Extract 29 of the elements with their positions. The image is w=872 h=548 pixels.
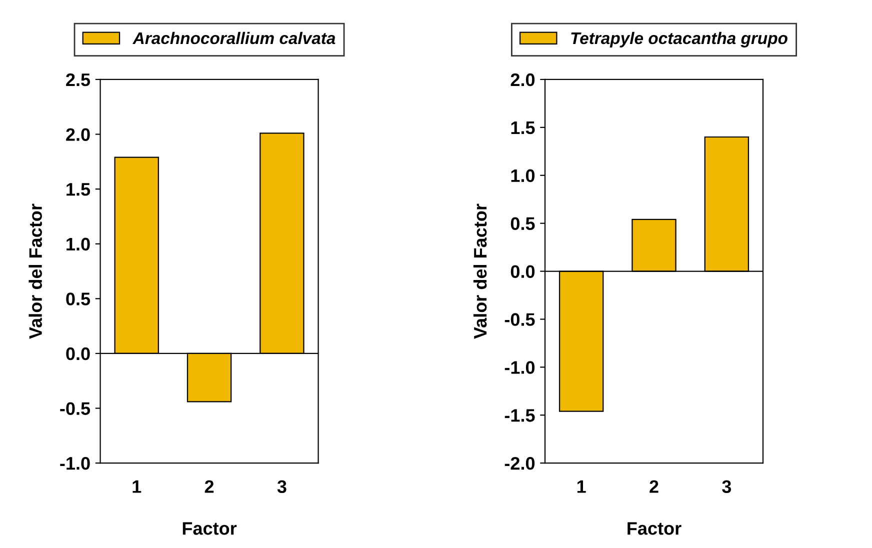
y-tick-label: 2.0 (510, 73, 535, 86)
x-axis-title: Factor (182, 522, 237, 535)
x-tick-label: 1 (132, 480, 142, 493)
y-tick-label: 1.5 (66, 183, 90, 196)
y-tick-label: -0.5 (60, 402, 90, 415)
y-tick-label: -1.0 (504, 361, 535, 374)
y-tick-label: 1.0 (66, 238, 90, 251)
legend-label: Tetrapyle octacantha grupo (571, 32, 788, 48)
y-tick-label: -1.5 (504, 409, 535, 422)
y-tick-label: 0.0 (66, 347, 90, 360)
y-axis-title: Valor del Factor (28, 204, 42, 339)
y-tick-label: 2.5 (66, 73, 90, 86)
y-tick-label: -0.5 (504, 313, 535, 326)
y-tick-label: 0.5 (66, 292, 90, 306)
y-tick-label: -2.0 (504, 456, 535, 470)
x-tick-label: 3 (277, 480, 286, 494)
x-axis-title: Factor (628, 522, 682, 535)
y-tick-label: 1.0 (511, 169, 535, 182)
y-tick-label: 2.0 (66, 128, 90, 141)
x-tick-label: 2 (650, 480, 658, 493)
x-tick-label: 2 (204, 480, 214, 493)
y-tick-label: 0.5 (510, 217, 535, 230)
x-tick-label: 1 (577, 480, 586, 493)
x-tick-label: 3 (722, 480, 732, 494)
legend-label: Arachnocorallium calvata (132, 32, 336, 44)
y-tick-label: -1.0 (60, 456, 90, 470)
y-axis-title: Valor del Factor (473, 204, 487, 339)
y-tick-label: 0.0 (510, 265, 535, 278)
y-tick-label: 1.5 (511, 122, 535, 134)
